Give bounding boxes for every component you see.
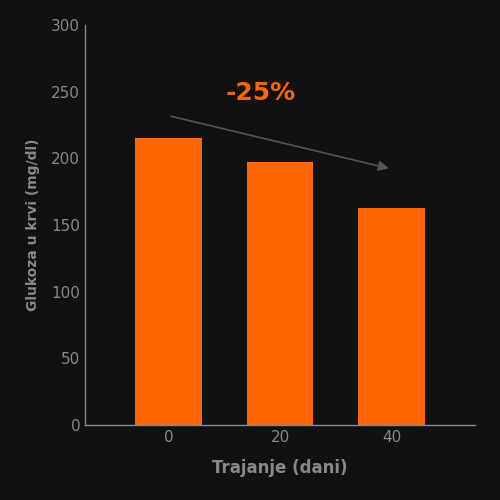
Bar: [358, 208, 425, 425]
Bar: [246, 162, 314, 425]
Y-axis label: Glukoza u krvi (mg/dl): Glukoza u krvi (mg/dl): [26, 138, 40, 311]
Bar: [135, 138, 202, 425]
X-axis label: Trajanje (dani): Trajanje (dani): [212, 459, 348, 477]
Text: -25%: -25%: [226, 81, 296, 105]
